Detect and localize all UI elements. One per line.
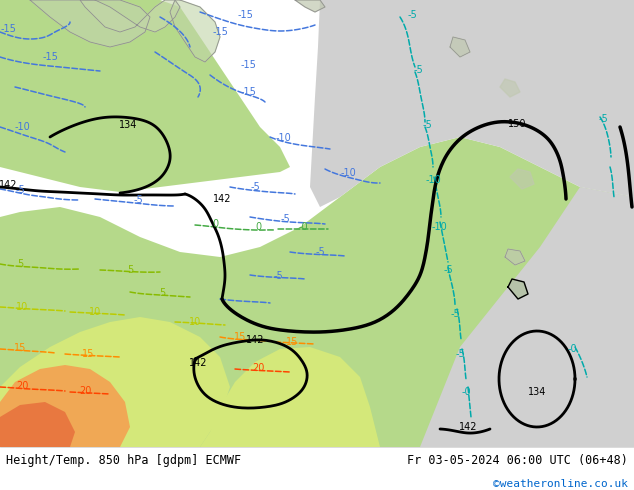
Text: 0: 0 [212,219,218,229]
Text: -5: -5 [450,309,460,319]
Text: ©weatheronline.co.uk: ©weatheronline.co.uk [493,479,628,489]
Text: 142: 142 [213,194,231,204]
Polygon shape [420,187,634,447]
Text: -15: -15 [240,60,256,70]
Polygon shape [450,37,470,57]
Text: -10: -10 [340,168,356,178]
Text: 20: 20 [16,381,28,391]
Text: 142: 142 [246,335,264,345]
Text: -5: -5 [133,195,143,205]
Text: 10: 10 [16,302,28,312]
Text: Fr 03-05-2024 06:00 UTC (06+48): Fr 03-05-2024 06:00 UTC (06+48) [407,454,628,467]
Text: 150: 150 [508,119,526,129]
Text: 134: 134 [528,387,546,397]
Text: 142: 142 [459,422,477,432]
Polygon shape [505,249,525,265]
Text: -10: -10 [425,175,441,185]
Text: 20: 20 [252,363,264,373]
Text: -5: -5 [598,114,608,124]
Text: 142: 142 [0,180,17,190]
Polygon shape [0,137,634,447]
Text: 10: 10 [89,307,101,317]
Text: 15: 15 [82,349,94,359]
Text: -5: -5 [407,10,417,20]
Text: -5: -5 [280,214,290,224]
Text: -0: -0 [298,222,308,232]
Text: 5: 5 [159,288,165,298]
Text: 0: 0 [255,222,261,232]
Text: -0: -0 [567,344,577,354]
Polygon shape [200,347,380,447]
Text: -5: -5 [443,265,453,275]
Polygon shape [0,0,160,157]
Polygon shape [0,317,230,447]
Text: -15: -15 [212,27,228,37]
Text: -15: -15 [240,87,256,97]
Text: 15: 15 [14,343,26,353]
Polygon shape [500,79,520,97]
Text: -15: -15 [237,10,253,20]
Text: -5: -5 [250,182,260,192]
Polygon shape [295,0,325,12]
Text: 142: 142 [189,358,207,368]
Text: -5: -5 [422,120,432,130]
Text: -0: -0 [461,387,471,397]
Polygon shape [30,0,150,47]
Text: 20: 20 [79,386,91,396]
Polygon shape [310,0,634,207]
Text: 134: 134 [119,120,137,130]
Text: 10: 10 [189,317,201,327]
Polygon shape [80,0,180,32]
Text: -5: -5 [273,271,283,281]
Polygon shape [0,402,75,447]
Text: -15: -15 [42,52,58,62]
Text: 5: 5 [17,259,23,269]
Text: Height/Temp. 850 hPa [gdpm] ECMWF: Height/Temp. 850 hPa [gdpm] ECMWF [6,454,242,467]
Text: -10: -10 [14,122,30,132]
Text: 15: 15 [234,332,246,342]
Text: -5: -5 [315,247,325,257]
Polygon shape [0,365,130,447]
Text: -15: -15 [0,24,16,34]
Text: 15: 15 [286,337,298,347]
Polygon shape [170,0,220,62]
Polygon shape [508,279,528,299]
Text: 5: 5 [127,265,133,275]
Polygon shape [510,169,534,189]
Text: -5: -5 [413,65,423,75]
Text: -10: -10 [431,222,447,232]
Text: -5: -5 [15,185,25,195]
Polygon shape [0,0,290,192]
Text: -10: -10 [275,133,291,143]
Text: -5: -5 [455,349,465,359]
